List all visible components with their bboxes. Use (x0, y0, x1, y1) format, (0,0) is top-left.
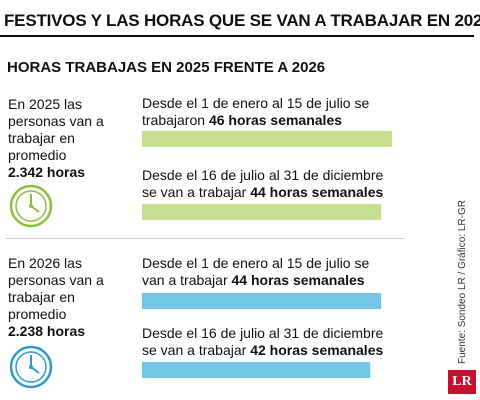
bar-1 (142, 131, 392, 147)
period-line1: Desde el 16 de julio al 31 de diciembre (142, 167, 384, 183)
period-text-2026-1: Desde el 1 de enero al 15 de julio se va… (142, 255, 412, 289)
title-underline (0, 35, 474, 37)
period-line2-prefix: se van a trabajar (142, 184, 247, 200)
period-hours-label: 44 horas semanales (250, 184, 384, 200)
source-note: Fuente: Sondeo LR / Gráfico: LR-GR (454, 200, 470, 368)
period-line1: Desde el 1 de enero al 15 de julio se (142, 95, 370, 111)
bar-2 (142, 204, 382, 220)
summary-total: 2.238 horas (8, 323, 86, 339)
period-line2-prefix: trabajaron (142, 112, 206, 128)
period-hours-label: 46 horas semanales (208, 112, 343, 128)
summary-total: 2.342 horas (8, 164, 86, 180)
period-hours-label: 42 horas semanales (250, 342, 384, 358)
section-divider (6, 238, 404, 239)
period-line2-prefix: se van a trabajar (142, 342, 247, 358)
lr-logo: LR (448, 370, 476, 394)
summary-2026: En 2026 las personas van a trabajar en p… (8, 255, 124, 340)
period-text-2025-1: Desde el 1 de enero al 15 de julio se tr… (142, 95, 412, 129)
period-hours-label: 44 horas semanales (231, 272, 365, 288)
source-text: Fuente: Sondeo LR / Gráfico: LR-GR (457, 200, 468, 364)
clock-icon (9, 184, 53, 228)
period-line1: Desde el 1 de enero al 15 de julio se (142, 255, 370, 271)
page-title: FESTIVOS Y LAS HORAS QUE SE VAN A TRABAJ… (4, 11, 480, 30)
bar-4 (142, 362, 371, 378)
period-text-2025-2: Desde el 16 de julio al 31 de diciembre … (142, 167, 412, 201)
clock-icon (9, 345, 53, 389)
chart-subtitle: HORAS TRABAJAS EN 2025 FRENTE A 2026 (7, 59, 326, 76)
period-line2-prefix: van a trabajar (142, 272, 228, 288)
summary-intro: En 2026 las personas van a trabajar en p… (8, 255, 104, 322)
period-line1: Desde el 16 de julio al 31 de diciembre (142, 325, 384, 341)
summary-intro: En 2025 las personas van a trabajar en p… (8, 96, 104, 163)
bar-3 (142, 293, 382, 309)
summary-2025: En 2025 las personas van a trabajar en p… (8, 96, 124, 181)
period-text-2026-2: Desde el 16 de julio al 31 de diciembre … (142, 325, 412, 359)
